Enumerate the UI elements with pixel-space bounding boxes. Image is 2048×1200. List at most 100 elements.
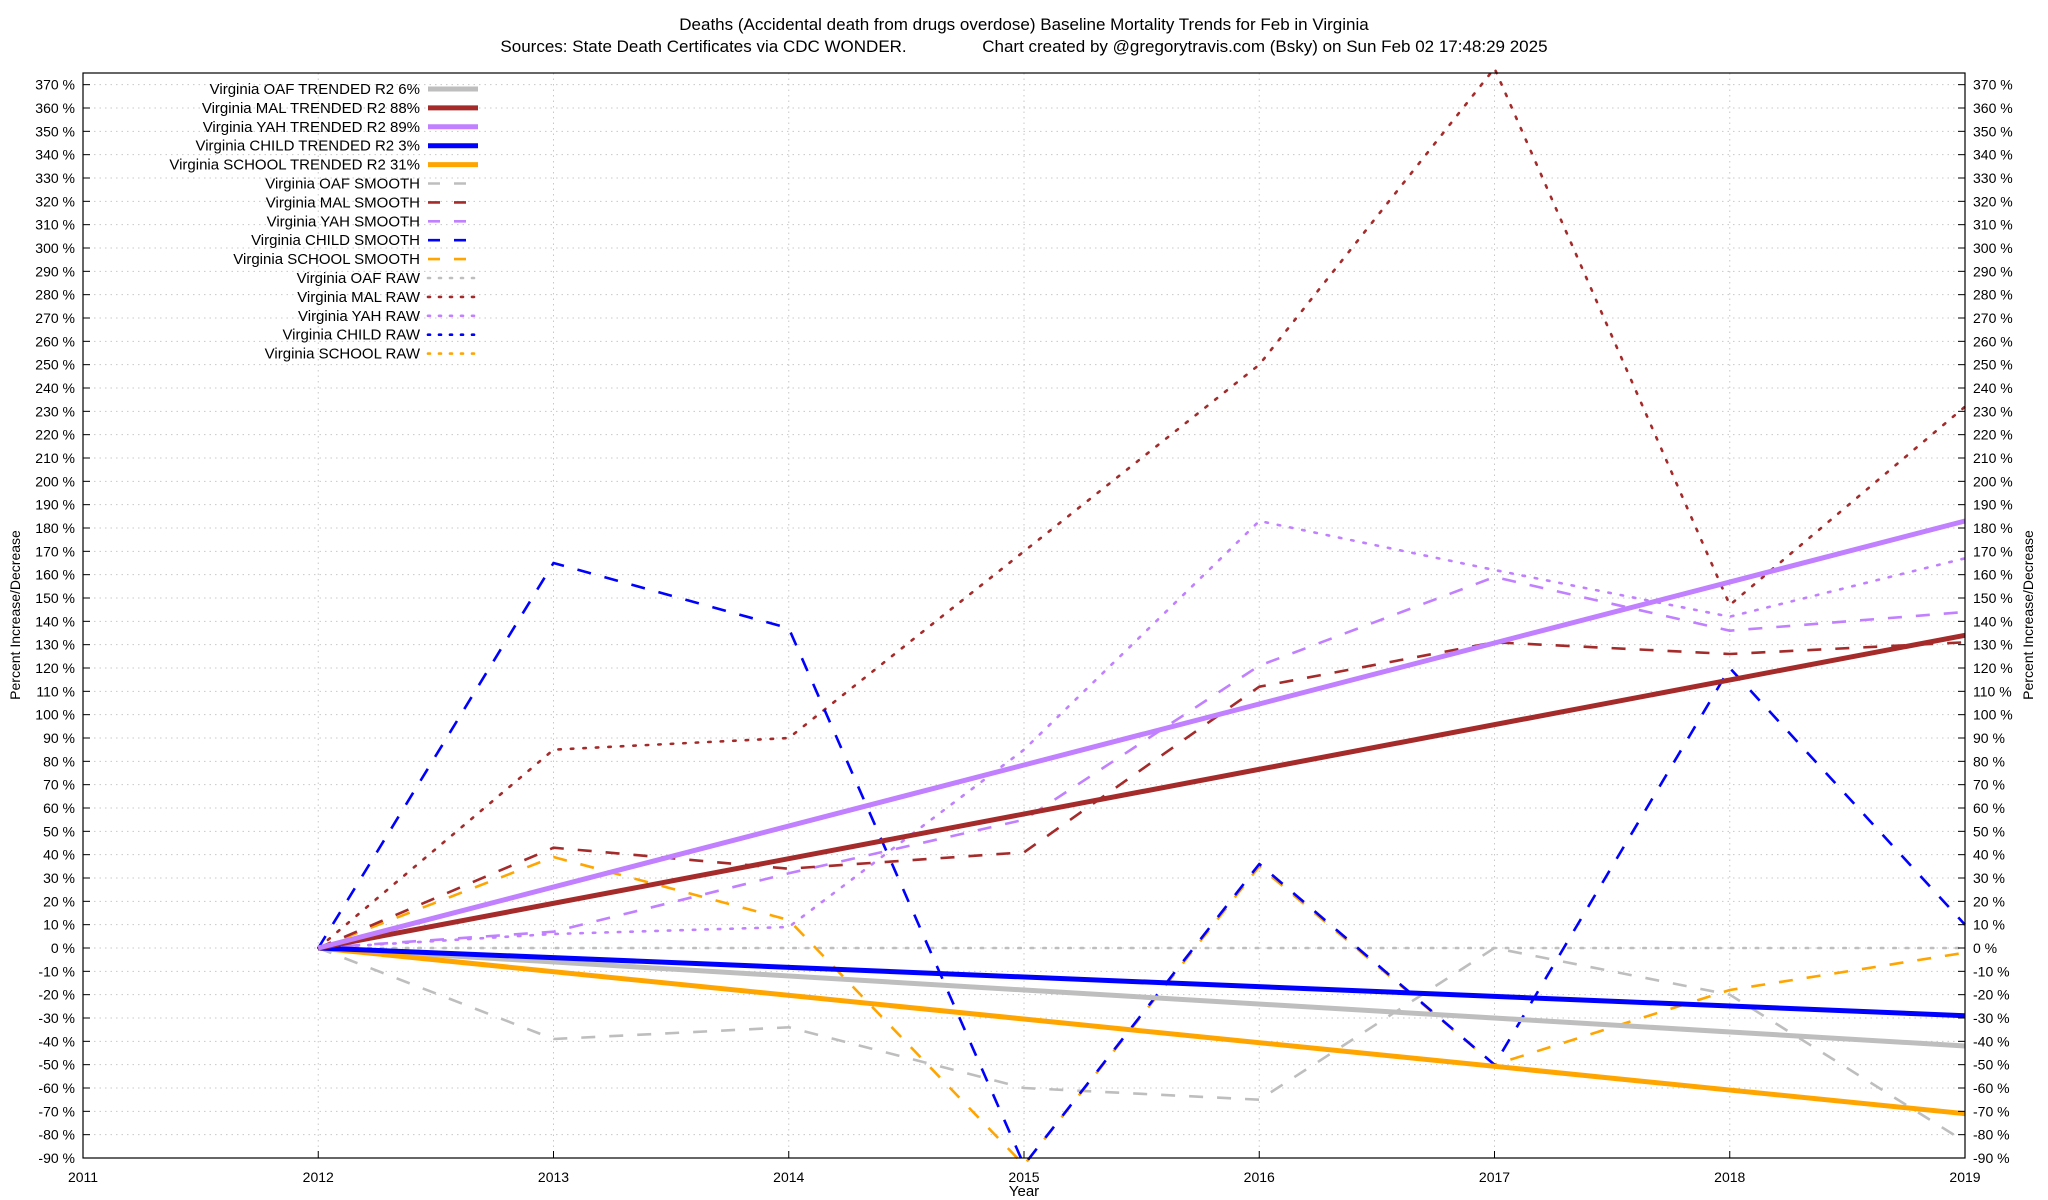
y-tick-label-right: 320 % [1973, 193, 2013, 209]
y-tick-label-right: -60 % [1973, 1080, 2010, 1096]
y-tick-label-right: 360 % [1973, 100, 2013, 116]
y-tick-label-right: 10 % [1973, 917, 2005, 933]
x-tick-label: 2012 [303, 1169, 334, 1185]
y-axis-left: -90 % -80 % -70 % -60 % -50 % -40 % -30 % -20 %… [35, 77, 90, 1166]
y-tick-label-right: 180 % [1973, 520, 2013, 536]
y-tick-label-left: 220 % [35, 427, 75, 443]
y-tick-label-right: 200 % [1973, 473, 2013, 489]
legend: Virginia OAF TRENDED R2 6% Virginia MAL T… [169, 81, 480, 363]
x-tick-label: 2013 [538, 1169, 569, 1185]
y-tick-label-left: 180 % [35, 520, 75, 536]
y-tick-label-right: 140 % [1973, 613, 2013, 629]
legend-label: Virginia SCHOOL RAW [265, 346, 421, 363]
y-tick-label-left: 250 % [35, 357, 75, 373]
x-axis: 2011 2012 2013 2014 2015 2016 2017 2018 2019 [68, 1151, 1981, 1185]
y-tick-label-left: 10 % [43, 917, 75, 933]
y-tick-label-right: 330 % [1973, 170, 2013, 186]
x-tick-label: 2016 [1244, 1169, 1275, 1185]
y-tick-label-right: -30 % [1973, 1010, 2010, 1026]
x-tick-label: 2019 [1949, 1169, 1980, 1185]
legend-label: Virginia YAH TRENDED R2 89% [203, 119, 420, 136]
legend-label: Virginia SCHOOL SMOOTH [233, 251, 420, 268]
y-tick-label-left: 140 % [35, 613, 75, 629]
y-tick-label-left: 30 % [43, 870, 75, 886]
y-tick-label-left: -80 % [38, 1127, 75, 1143]
y-tick-label-left: -30 % [38, 1010, 75, 1026]
y-axis-label-left: Percent Increase/Decrease [7, 530, 23, 700]
y-tick-label-right: 70 % [1973, 777, 2005, 793]
y-tick-label-right: 220 % [1973, 427, 2013, 443]
y-tick-label-right: 370 % [1973, 77, 2013, 93]
chart-subtitle: Sources: State Death Certificates via CD… [500, 37, 1548, 56]
series-line-6 [317, 640, 1966, 950]
y-tick-label-left: 200 % [35, 473, 75, 489]
y-tick-label-left: 90 % [43, 730, 75, 746]
y-tick-label-left: 240 % [35, 380, 75, 396]
legend-label: Virginia OAF SMOOTH [265, 176, 420, 193]
y-axis-label-right: Percent Increase/Decrease [2020, 530, 2036, 700]
y-tick-label-right: -10 % [1973, 963, 2010, 979]
y-tick-label-left: 260 % [35, 333, 75, 349]
y-tick-label-left: 280 % [35, 287, 75, 303]
y-axis-right: -90 % -80 % -70 % -60 % -50 % -40 % -30 % -20 %… [1958, 77, 2013, 1166]
series-line-9 [317, 855, 1966, 1167]
series-line-2 [317, 518, 1966, 951]
legend-label: Virginia CHILD TRENDED R2 3% [195, 138, 420, 155]
y-tick-label-left: -20 % [38, 987, 75, 1003]
legend-label: Virginia CHILD SMOOTH [251, 232, 420, 249]
y-tick-label-right: 80 % [1973, 753, 2005, 769]
y-tick-label-left: -50 % [38, 1057, 75, 1073]
y-tick-label-left: -60 % [38, 1080, 75, 1096]
y-tick-label-left: 160 % [35, 567, 75, 583]
y-tick-label-left: -90 % [38, 1150, 75, 1166]
series-line-11 [316, 67, 1967, 950]
y-tick-label-right: 60 % [1973, 800, 2005, 816]
y-tick-label-left: 360 % [35, 100, 75, 116]
y-tick-label-right: 20 % [1973, 893, 2005, 909]
y-tick-label-left: 300 % [35, 240, 75, 256]
y-tick-label-left: 310 % [35, 217, 75, 233]
series-line-4 [318, 945, 1966, 1117]
y-tick-label-right: 210 % [1973, 450, 2013, 466]
y-tick-label-left: -40 % [38, 1033, 75, 1049]
y-tick-label-left: 370 % [35, 77, 75, 93]
series-line-7 [318, 575, 1966, 950]
y-tick-label-right: 160 % [1973, 567, 2013, 583]
y-tick-label-right: 240 % [1973, 380, 2013, 396]
legend-label: Virginia CHILD RAW [282, 327, 420, 344]
series-line-8 [317, 561, 1966, 1167]
legend-label: Virginia OAF RAW [297, 270, 421, 287]
y-tick-label-right: 30 % [1973, 870, 2005, 886]
y-tick-label-right: 350 % [1973, 123, 2013, 139]
y-tick-label-left: 20 % [43, 893, 75, 909]
x-tick-label: 2014 [773, 1169, 804, 1185]
y-tick-label-left: 290 % [35, 263, 75, 279]
series-lines [316, 67, 1967, 1167]
y-tick-label-left: 60 % [43, 800, 75, 816]
x-tick-label: 2018 [1714, 1169, 1745, 1185]
y-tick-label-left: -70 % [38, 1103, 75, 1119]
y-tick-label-right: 230 % [1973, 403, 2013, 419]
y-tick-label-right: 120 % [1973, 660, 2013, 676]
series-line-1 [317, 632, 1966, 951]
y-tick-label-left: -10 % [38, 963, 75, 979]
y-tick-label-left: 110 % [36, 683, 75, 699]
y-tick-label-right: -20 % [1973, 987, 2010, 1003]
y-tick-label-right: 0 % [1973, 940, 1997, 956]
y-tick-label-left: 80 % [43, 753, 75, 769]
y-tick-label-right: 100 % [1973, 707, 2013, 723]
y-tick-label-left: 70 % [43, 777, 75, 793]
y-tick-label-right: 260 % [1973, 333, 2013, 349]
legend-label: Virginia MAL RAW [297, 289, 421, 306]
y-tick-label-right: 290 % [1973, 263, 2013, 279]
legend-label: Virginia SCHOOL TRENDED R2 31% [169, 157, 420, 174]
y-tick-label-left: 0 % [51, 940, 75, 956]
legend-label: Virginia OAF TRENDED R2 6% [210, 81, 420, 98]
y-tick-label-right: -90 % [1973, 1150, 2010, 1166]
y-tick-label-right: 110 % [1973, 683, 2012, 699]
y-tick-label-right: 280 % [1973, 287, 2013, 303]
y-tick-label-left: 230 % [35, 403, 75, 419]
y-tick-label-left: 50 % [43, 823, 75, 839]
y-tick-label-left: 40 % [43, 847, 75, 863]
x-tick-label: 2017 [1479, 1169, 1510, 1185]
